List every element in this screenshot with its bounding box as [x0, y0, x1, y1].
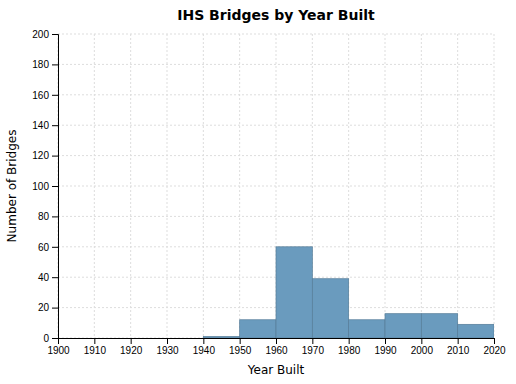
x-tick: 1980	[338, 338, 361, 356]
bar	[276, 247, 312, 338]
bar	[385, 314, 421, 338]
x-tick: 1950	[229, 338, 252, 356]
y-tick: 60	[38, 242, 58, 253]
x-tick-mark	[349, 338, 350, 344]
x-tick-label: 1990	[374, 345, 397, 356]
x-tick-label: 1930	[156, 345, 179, 356]
y-tick-mark	[52, 95, 58, 96]
x-tick-mark	[94, 338, 95, 344]
x-grid-line	[385, 34, 386, 338]
x-tick-mark	[458, 338, 459, 344]
x-tick-mark	[131, 338, 132, 344]
y-tick-label: 0	[43, 333, 49, 344]
y-tick-label: 140	[32, 120, 49, 131]
x-tick-mark	[276, 338, 277, 344]
x-tick-label: 1940	[193, 345, 216, 356]
x-tick: 1900	[47, 338, 70, 356]
y-grid-line	[58, 216, 494, 217]
x-tick: 1960	[265, 338, 288, 356]
x-grid-line	[421, 34, 422, 338]
y-tick-label: 40	[38, 272, 50, 283]
bar	[312, 279, 348, 338]
y-grid-line	[58, 186, 494, 187]
y-tick-label: 60	[38, 242, 50, 253]
y-tick-mark	[52, 308, 58, 309]
y-tick-label: 160	[32, 90, 49, 101]
x-tick-label: 2010	[447, 345, 470, 356]
x-tick: 1920	[120, 338, 143, 356]
x-tick-mark	[385, 338, 386, 344]
x-tick: 1910	[84, 338, 107, 356]
bar	[240, 320, 276, 338]
x-tick-label: 1970	[302, 345, 325, 356]
y-tick-mark	[52, 125, 58, 126]
x-tick-mark	[421, 338, 422, 344]
bar	[458, 324, 494, 338]
y-tick: 200	[32, 29, 58, 40]
x-tick: 2020	[483, 338, 506, 356]
y-tick: 160	[32, 90, 58, 101]
y-tick-mark	[52, 156, 58, 157]
bar	[421, 314, 457, 338]
x-tick-label: 1920	[120, 345, 143, 356]
y-tick: 100	[32, 181, 58, 192]
y-tick-mark	[52, 338, 58, 339]
chart: 1900 1910 1920 1930 1940 1950 1960 1970 1980 1990…	[0, 0, 516, 384]
x-tick-label: 1960	[265, 345, 288, 356]
y-tick-mark	[52, 216, 58, 217]
y-axis-title: Number of Bridges	[5, 130, 19, 243]
y-grid-line	[58, 125, 494, 126]
x-axis-line	[59, 339, 495, 345]
x-tick: 2000	[411, 338, 434, 356]
y-tick-label: 120	[32, 150, 49, 161]
x-axis-title: Year Built	[247, 363, 305, 377]
x-tick-mark	[167, 338, 168, 344]
plot: 1900 1910 1920 1930 1940 1950 1960 1970 1980 1990…	[32, 29, 506, 356]
y-tick: 80	[38, 211, 58, 222]
y-tick-label: 20	[38, 302, 50, 313]
y-tick-mark	[52, 64, 58, 65]
y-axis-line	[52, 35, 59, 339]
bars	[203, 247, 494, 338]
y-axis: 0 20 40 60 80 100 120 140 160 180 200	[32, 29, 58, 344]
x-tick-mark	[240, 338, 241, 344]
y-tick-label: 180	[32, 59, 49, 70]
y-grid-line	[58, 94, 494, 95]
x-tick-mark	[203, 338, 204, 344]
x-tick-label: 2020	[483, 345, 506, 356]
x-tick: 1970	[302, 338, 325, 356]
y-tick: 0	[43, 333, 58, 344]
grid	[58, 34, 494, 338]
y-tick-mark	[52, 247, 58, 248]
y-grid-line	[58, 155, 494, 156]
x-tick: 2010	[447, 338, 470, 356]
y-tick: 180	[32, 59, 58, 70]
y-tick-mark	[52, 34, 58, 35]
x-tick-label: 1900	[47, 345, 70, 356]
x-tick-label: 1950	[229, 345, 252, 356]
y-tick-label: 80	[38, 211, 50, 222]
y-tick-mark	[52, 186, 58, 187]
x-tick-mark	[494, 338, 495, 344]
x-tick-label: 1980	[338, 345, 361, 356]
y-tick-mark	[52, 277, 58, 278]
y-tick: 120	[32, 150, 58, 161]
x-axis: 1900 1910 1920 1930 1940 1950 1960 1970 1980 1990…	[47, 338, 506, 356]
x-tick: 1990	[374, 338, 397, 356]
y-grid-line	[58, 34, 494, 35]
bar	[349, 320, 385, 338]
y-tick: 140	[32, 120, 58, 131]
x-tick-label: 2000	[411, 345, 434, 356]
bar	[203, 336, 239, 338]
x-tick: 1930	[156, 338, 179, 356]
y-tick: 40	[38, 272, 58, 283]
x-tick: 1940	[193, 338, 216, 356]
x-tick-mark	[312, 338, 313, 344]
y-tick-label: 100	[32, 181, 49, 192]
x-tick-label: 1910	[84, 345, 107, 356]
y-grid-line	[58, 64, 494, 65]
title: IHS Bridges by Year Built	[177, 7, 375, 23]
y-tick-label: 200	[32, 29, 49, 40]
y-tick: 20	[38, 302, 58, 313]
